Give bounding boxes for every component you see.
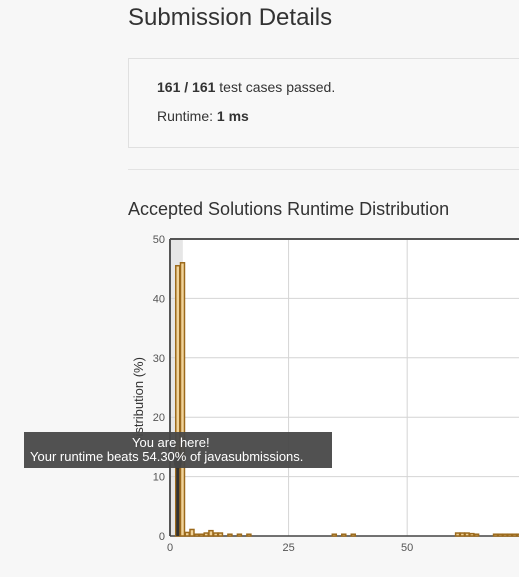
- distribution-bar: [227, 533, 233, 537]
- test-cases-result: 161 / 161 test cases passed.: [157, 79, 335, 95]
- x-tick-label: 25: [282, 542, 294, 554]
- distribution-bar: [198, 533, 205, 537]
- distribution-bar: [217, 532, 224, 537]
- test-cases-suffix: test cases passed.: [215, 79, 336, 95]
- distribution-bar: [507, 533, 513, 537]
- runtime-result: Runtime: 1 ms: [157, 108, 249, 124]
- tooltip-beats-text: Your runtime beats 54.30% of javasubmiss…: [30, 449, 304, 464]
- distribution-bar: [497, 533, 504, 537]
- y-axis-label: Distribution (%): [131, 357, 146, 446]
- distribution-bar: [511, 533, 518, 537]
- distribution-bar: [189, 528, 195, 537]
- distribution-bar: [179, 262, 186, 537]
- distribution-bar: [459, 532, 466, 537]
- distribution-bar: [341, 533, 347, 537]
- result-panel: 161 / 161 test cases passed. Runtime: 1 …: [128, 58, 519, 148]
- distribution-bar: [502, 533, 508, 537]
- distribution-bar: [236, 533, 243, 537]
- distribution-bar: [492, 533, 499, 537]
- x-tick-label: 0: [167, 542, 173, 554]
- y-tick-label: 10: [153, 472, 165, 484]
- distribution-bar: [331, 533, 338, 537]
- distribution-bar: [350, 533, 357, 537]
- distribution-bar: [516, 533, 519, 537]
- page-title: Submission Details: [128, 4, 333, 31]
- distribution-bar: [469, 532, 475, 537]
- y-tick-label: 40: [153, 293, 165, 305]
- y-tick-label: 20: [153, 412, 165, 424]
- runtime-value: 1 ms: [216, 108, 249, 124]
- x-tick-label: 50: [401, 542, 413, 554]
- distribution-bar: [193, 533, 200, 537]
- tooltip-you-are-here: You are here!: [132, 435, 210, 450]
- distribution-bar: [464, 532, 470, 537]
- distribution-title: Accepted Solutions Runtime Distribution: [128, 199, 450, 219]
- distribution-bar: [473, 533, 480, 537]
- distribution-bar: [212, 532, 219, 537]
- distribution-bar: [203, 532, 209, 537]
- y-tick-label: 50: [153, 234, 165, 246]
- distribution-bar: [184, 531, 190, 537]
- test-cases-count: 161 / 161: [157, 79, 216, 95]
- section-divider: [128, 169, 519, 170]
- y-tick-label: 0: [159, 531, 165, 543]
- distribution-bar: [208, 529, 214, 537]
- distribution-bar: [246, 533, 252, 537]
- runtime-tooltip: You are here! Your runtime beats 54.30% …: [24, 432, 332, 468]
- y-tick-label: 30: [153, 353, 165, 365]
- plot-area: [170, 239, 519, 536]
- runtime-label: Runtime:: [157, 108, 217, 124]
- distribution-bar: [454, 532, 461, 537]
